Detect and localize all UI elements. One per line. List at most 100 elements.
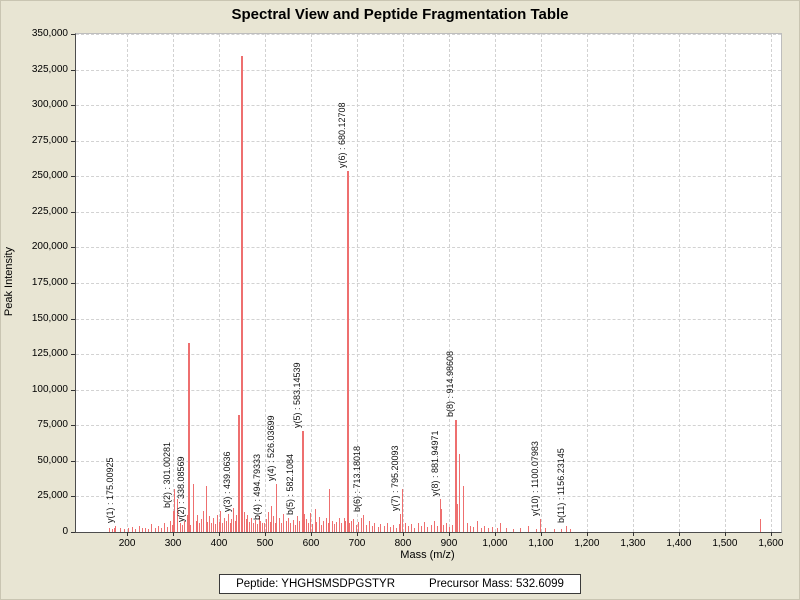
y-tick-mark [71, 247, 75, 249]
y-tick-label: 25,000 [37, 490, 68, 502]
peak-line [184, 521, 186, 532]
y-tick-mark [71, 283, 75, 284]
peak-line [458, 453, 460, 532]
peak-line [214, 524, 216, 532]
y-grid-line [76, 425, 781, 427]
peak-line [211, 523, 213, 532]
y-grid-line [76, 283, 781, 284]
y-grid-line [76, 211, 781, 213]
peak-line [177, 499, 179, 532]
peak-line [195, 520, 197, 532]
peak-label: y(4) : 526.03699 [265, 415, 276, 481]
peak-line [360, 518, 362, 532]
peak-line [229, 522, 231, 532]
peak-line [294, 524, 296, 532]
peak-line [377, 527, 379, 532]
peak-line [283, 513, 285, 532]
y-tick-mark [71, 496, 75, 498]
peak-line [224, 517, 226, 532]
peak-line [554, 528, 556, 532]
peak-line [186, 514, 188, 532]
x-tick-label: 400 [210, 538, 228, 549]
peak-line [318, 517, 320, 532]
x-axis-title: Mass (m/z) [400, 549, 455, 561]
peak-line [371, 526, 373, 532]
peak-line [131, 527, 133, 532]
y-grid-line [76, 460, 781, 462]
peak-line [269, 522, 271, 532]
peak-line [393, 524, 395, 532]
peak-line [420, 526, 422, 532]
peak-line [238, 415, 241, 532]
peak-line [424, 522, 426, 532]
x-tick-mark [540, 532, 542, 536]
peak-line [454, 419, 457, 532]
y-tick-label: 100,000 [31, 383, 68, 395]
peak-line [123, 529, 125, 532]
peak-line [222, 523, 224, 532]
peak-line [287, 517, 289, 532]
peak-line [325, 518, 327, 532]
peak-line [338, 517, 340, 532]
peak-label: y(3) : 439.0636 [221, 451, 232, 512]
y-grid-line [76, 34, 781, 35]
y-tick-label: 325,000 [31, 63, 68, 75]
peak-line [368, 520, 370, 532]
peak-line [476, 520, 478, 532]
peak-line [480, 527, 482, 532]
peak-line [561, 529, 563, 532]
peak-line [260, 521, 262, 532]
peak-line [329, 489, 331, 532]
peak-line [383, 526, 385, 532]
chart-title: Spectral View and Peptide Fragmentation … [231, 6, 569, 23]
peak-line [220, 510, 222, 532]
peak-line [407, 526, 409, 532]
peak-line [247, 514, 249, 532]
peak-line [467, 523, 469, 532]
y-tick-label: 50,000 [37, 454, 68, 466]
peak-line [500, 523, 502, 532]
peak-line [197, 514, 199, 532]
peak-line [167, 527, 169, 532]
peak-line [427, 527, 429, 532]
peak-line [245, 519, 247, 532]
y-tick-mark [71, 354, 75, 356]
peak-line [127, 528, 129, 532]
peak-label: b(5) : 582.1084 [284, 453, 295, 515]
peak-line [154, 527, 156, 532]
peak-line [316, 522, 318, 532]
peak-line [113, 527, 115, 532]
peak-line [414, 527, 416, 532]
peak-label: y(7) : 795.20093 [389, 444, 400, 511]
precursor-mass-label: Precursor Mass: 532.6099 [429, 578, 564, 590]
peak-line [144, 527, 146, 532]
peak-line [400, 513, 402, 532]
peak-line [251, 517, 253, 532]
peak-line [213, 518, 214, 532]
peak-line [290, 523, 292, 532]
peak-label: b(8) : 914.98608 [444, 350, 455, 417]
y-grid-line [76, 69, 781, 71]
peak-line [470, 526, 472, 532]
peak-line [390, 527, 392, 532]
peak-line [446, 522, 448, 532]
peak-label: b(4) : 494.79333 [251, 454, 262, 521]
peak-line [307, 523, 309, 532]
peptide-label: Peptide: YHGHSMSDPGSTYR [236, 578, 396, 590]
peak-line [161, 528, 163, 532]
x-tick-mark [402, 532, 404, 536]
peak-label: y(5) : 583.14539 [292, 362, 303, 428]
peak-label: y(6) : 680.12708 [336, 102, 347, 168]
peak-label: y(10) : 1100.07983 [529, 441, 540, 517]
peak-line [374, 522, 376, 532]
x-tick-label: 1,000 [482, 538, 508, 549]
peak-line [545, 528, 547, 532]
peak-line [138, 525, 140, 532]
peak-line [449, 527, 451, 532]
peak-line [321, 524, 323, 532]
peak-line [202, 510, 204, 532]
peak-line [151, 524, 153, 532]
peak-line [135, 529, 137, 532]
y-tick-label: 125,000 [31, 348, 68, 360]
